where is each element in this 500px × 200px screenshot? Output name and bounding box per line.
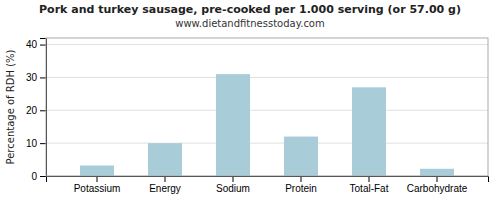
x-tick-label: Energy [149, 183, 181, 194]
x-tick-label: Carbohydrate [407, 183, 468, 194]
y-tick: 40 [26, 39, 46, 50]
x-tick-label: Protein [285, 183, 317, 194]
y-tick: 0 [31, 171, 46, 182]
y-tick-mark [40, 176, 46, 177]
x-tick: Energy [149, 176, 181, 194]
y-tick-label: 20 [26, 105, 38, 116]
grid-line [46, 44, 488, 45]
y-tick: 30 [26, 72, 46, 83]
x-tick-mark [165, 176, 166, 182]
y-axis-title: Percentage of RDH (%) [5, 49, 16, 164]
bar [148, 143, 182, 176]
y-tick-label: 30 [26, 72, 38, 83]
x-tick-mark [369, 176, 370, 182]
y-tick-mark [40, 77, 46, 78]
bar [420, 169, 454, 176]
subtitle: www.dietandfitnesstoday.com [175, 18, 324, 29]
x-axis: Potassium Energy Sodium Protein Total-Fat Car… [47, 176, 489, 194]
bar [216, 74, 250, 176]
y-tick: 20 [26, 105, 46, 116]
grid-line [46, 143, 488, 144]
y-tick: 10 [26, 138, 46, 149]
y-tick-label: 0 [31, 171, 37, 182]
x-tick: Carbohydrate [407, 176, 468, 194]
x-tick: Sodium [216, 176, 250, 194]
y-tick-mark [40, 143, 46, 144]
y-axis: 0 10 20 30 40 [26, 39, 47, 182]
grid-line [46, 77, 488, 78]
x-tick: Protein [285, 176, 317, 194]
x-tick-mark [301, 176, 302, 182]
bar [80, 165, 114, 176]
x-axis-line [47, 177, 489, 183]
grid-line [46, 110, 488, 111]
x-tick: Potassium [74, 176, 121, 194]
x-tick: Total-Fat [350, 176, 389, 194]
plot-area: 0 10 20 30 40 Potassium Energy Sodium Protein Tot… [26, 38, 489, 194]
x-tick-label: Potassium [74, 183, 121, 194]
bar [284, 137, 318, 176]
grid [46, 45, 488, 176]
bars [80, 74, 454, 176]
title: Pork and turkey sausage, pre-cooked per … [39, 3, 461, 16]
x-tick-mark [437, 176, 438, 182]
x-tick-label: Total-Fat [350, 183, 389, 194]
chart-svg: Pork and turkey sausage, pre-cooked per … [0, 0, 500, 200]
y-tick-mark [40, 45, 46, 46]
x-tick-label: Sodium [216, 183, 250, 194]
x-tick-mark [97, 176, 98, 182]
y-tick-mark [40, 110, 46, 111]
bar [352, 87, 386, 176]
plot-frame [46, 38, 488, 176]
chart-container: Pork and turkey sausage, pre-cooked per … [0, 0, 500, 200]
y-tick-label: 40 [26, 39, 38, 50]
x-tick-mark [233, 176, 234, 182]
y-tick-label: 10 [26, 138, 38, 149]
